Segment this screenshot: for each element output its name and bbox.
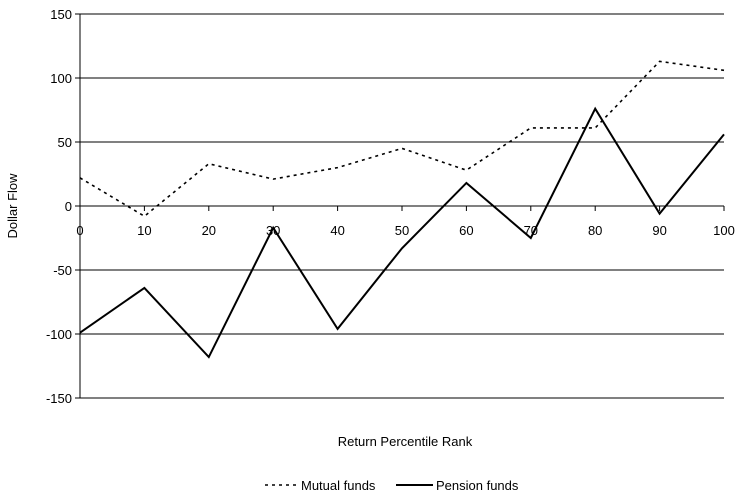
- gridlines: [80, 13, 724, 335]
- y-tick-label: -100: [46, 327, 72, 342]
- x-tick-label: 60: [459, 223, 473, 238]
- y-tick-label: 50: [58, 135, 72, 150]
- y-tick-label: -50: [53, 263, 72, 278]
- x-tick-label: 50: [395, 223, 409, 238]
- y-axis-title: Dollar Flow: [5, 173, 20, 239]
- legend-label-mutual-funds: Mutual funds: [301, 478, 376, 493]
- series-line-pension-funds: [79, 106, 725, 359]
- y-tick-label: 0: [65, 199, 72, 214]
- series-layer: [79, 60, 725, 359]
- x-tick-label: 70: [524, 223, 538, 238]
- legend-label-pension-funds: Pension funds: [436, 478, 519, 493]
- y-tick-label: 100: [50, 71, 72, 86]
- x-tick-label: 100: [713, 223, 735, 238]
- y-tick-labels: 150 100 50 0 -50 -100 -150: [46, 7, 80, 406]
- x-tick-label: 40: [330, 223, 344, 238]
- legend: Mutual funds Pension funds: [265, 478, 519, 493]
- y-tick-label: 150: [50, 7, 72, 22]
- x-tick-label: 20: [202, 223, 216, 238]
- x-tick-label: 0: [76, 223, 83, 238]
- x-tick-labels: 0 10 20 30 40 50 60 70 80 90 100: [76, 206, 735, 238]
- x-axis-title: Return Percentile Rank: [338, 434, 473, 449]
- series-line-mutual-funds: [79, 60, 725, 218]
- x-tick-label: 10: [137, 223, 151, 238]
- x-tick-label: 80: [588, 223, 602, 238]
- x-tick-label: 90: [652, 223, 666, 238]
- y-tick-label: -150: [46, 391, 72, 406]
